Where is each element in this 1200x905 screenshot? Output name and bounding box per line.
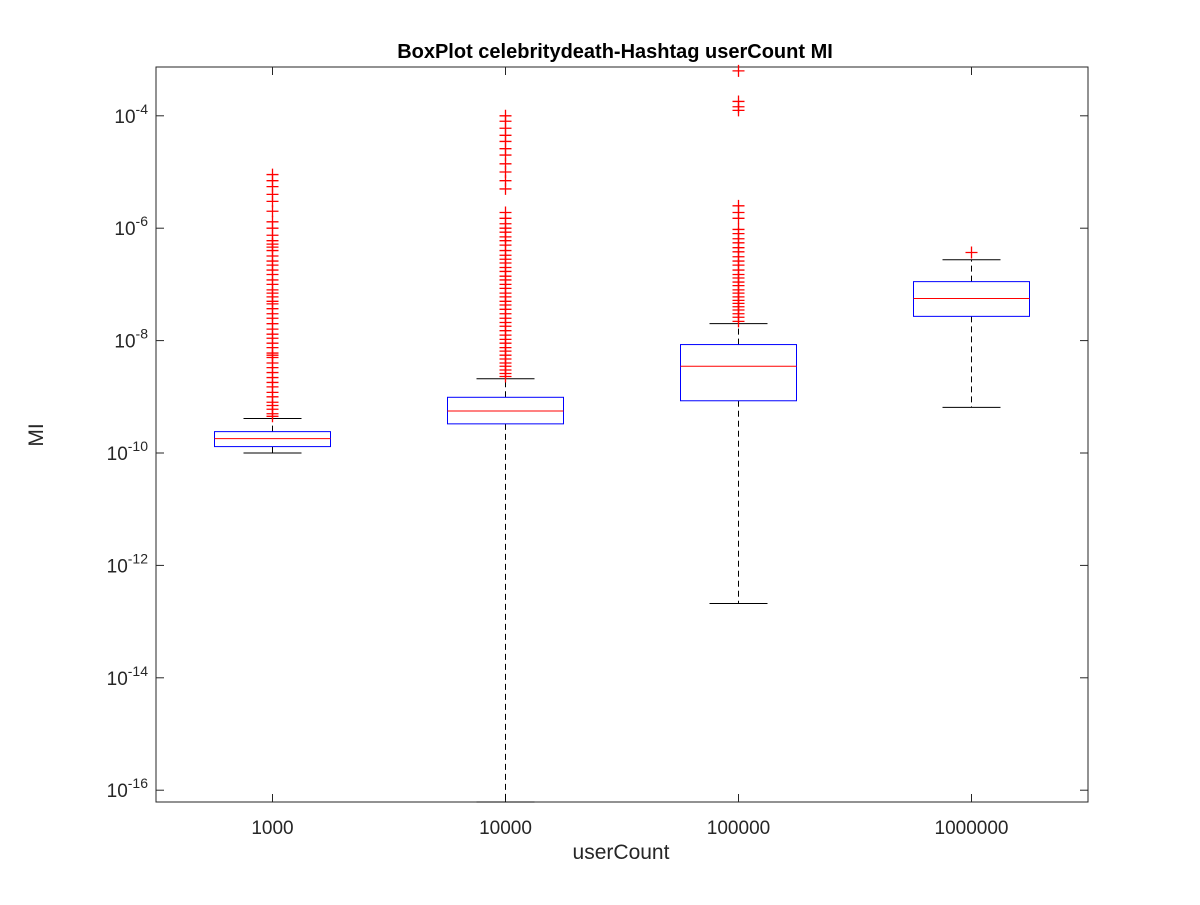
y-axis-label: MI	[25, 423, 48, 446]
x-tick-label: 100000	[707, 818, 770, 839]
outlier-point	[732, 223, 745, 236]
iqr-box	[680, 344, 797, 402]
y-tick-label: 10-8	[114, 326, 148, 353]
y-tick-label: 10-12	[107, 550, 149, 577]
outlier-point	[266, 215, 279, 228]
outlier-point	[732, 199, 745, 212]
y-tick-label: 10-10	[107, 438, 149, 465]
outlier-point	[499, 206, 512, 219]
y-tick-label: 10-4	[114, 101, 148, 128]
outlier-point	[499, 109, 512, 122]
outlier-point	[732, 95, 745, 108]
y-tick-label: 10-16	[107, 775, 149, 802]
chart-title: BoxPlot celebritydeath-Hashtag userCount…	[397, 41, 833, 63]
outlier-point	[965, 246, 978, 259]
x-tick-label: 1000000	[935, 818, 1009, 839]
box-group-1000000	[913, 246, 1030, 408]
x-axis-label: userCount	[573, 841, 670, 864]
x-tick-label: 10000	[479, 818, 532, 839]
y-tick-label: 10-6	[114, 213, 148, 240]
outlier-point	[266, 168, 279, 181]
outlier-point	[732, 64, 745, 77]
x-tick-label: 1000	[251, 818, 293, 839]
plot-frame	[155, 66, 1089, 803]
plot-area: 1000 10000 100000 1000000 10-16 10-14 10-12 10-…	[107, 64, 1089, 839]
y-tick-label: 10-14	[107, 663, 149, 690]
box-group-100000	[680, 64, 797, 604]
box-group-10000	[447, 109, 564, 803]
box-group-1000	[214, 168, 331, 454]
